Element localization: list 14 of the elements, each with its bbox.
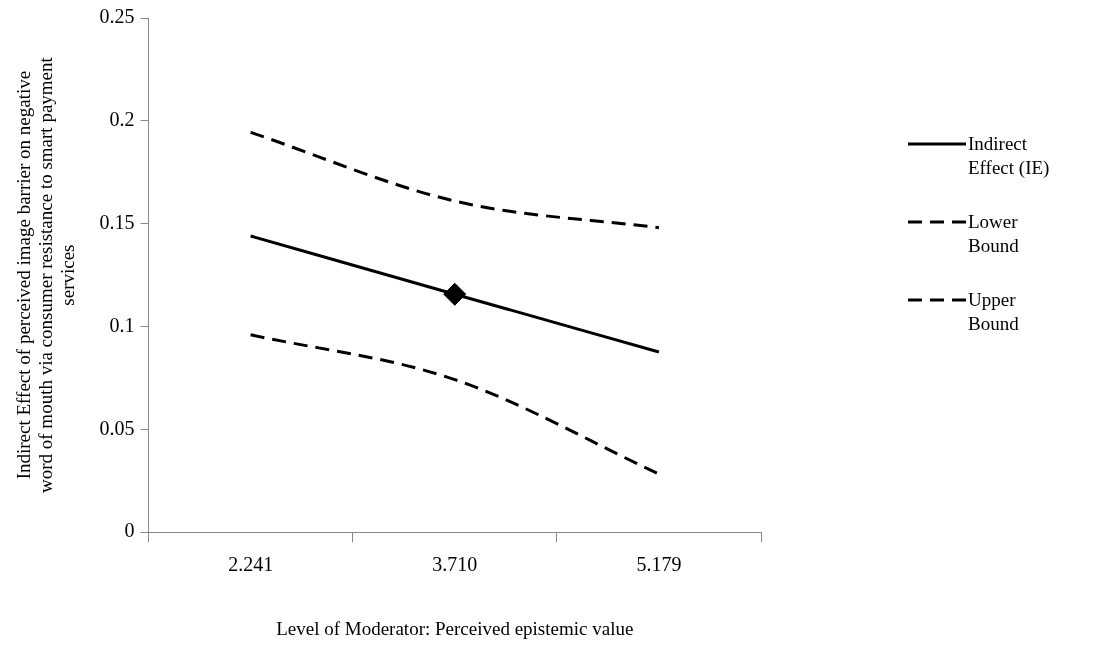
- y-tick-label: 0.2: [109, 108, 135, 131]
- y-tick-label: 0.05: [99, 416, 135, 439]
- x-axis-title: Level of Moderator: Perceived epistemic value: [276, 617, 634, 639]
- x-tick-label: 5.179: [636, 553, 682, 576]
- y-tick-label: 0.25: [99, 5, 135, 28]
- legend-label: Indirect Effect (IE): [968, 132, 1051, 180]
- y-tick-label: 0.1: [109, 313, 135, 336]
- x-tick-label: 3.710: [432, 553, 478, 576]
- legend-label: Upper Bound: [968, 288, 1020, 336]
- y-tick-label: 0.15: [99, 210, 135, 233]
- x-tick-label: 2.241: [228, 553, 274, 576]
- y-axis-title: Indirect Effect of perceived image barrier on negative word of mouth via consumer resistance to smart payment services: [12, 56, 78, 494]
- y-tick-label: 0: [124, 519, 135, 542]
- legend-label: Lower Bound: [968, 210, 1020, 258]
